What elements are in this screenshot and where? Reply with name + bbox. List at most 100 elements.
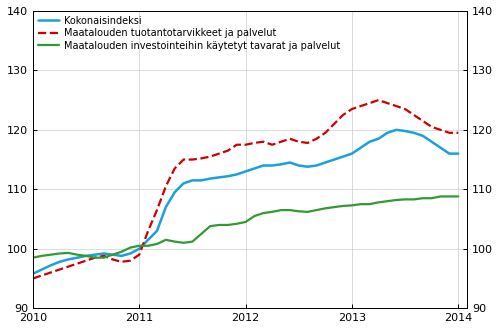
Maatalouden tuotantotarvikkeet ja palvelut (66, 265, 71, 269)
Kokonaisindeksi (39, 268, 45, 272)
Kokonaisindeksi (30, 272, 36, 276)
Kokonaisindeksi (455, 152, 461, 156)
Maatalouden investointeihin käytetyt tavarat ja palvelut (287, 208, 293, 212)
Maatalouden tuotantotarvikkeet ja palvelut (136, 253, 142, 257)
Kokonaisindeksi (118, 254, 124, 258)
Maatalouden tuotantotarvikkeet ja palvelut (225, 149, 231, 153)
Line: Maatalouden investointeihin käytetyt tavarat ja palvelut: Maatalouden investointeihin käytetyt tav… (33, 196, 458, 258)
Kokonaisindeksi (190, 179, 196, 182)
Maatalouden tuotantotarvikkeet ja palvelut (252, 141, 258, 145)
Kokonaisindeksi (376, 137, 382, 141)
Kokonaisindeksi (269, 164, 275, 168)
Maatalouden investointeihin käytetyt tavarat ja palvelut (225, 223, 231, 227)
Maatalouden investointeihin käytetyt tavarat ja palvelut (366, 202, 372, 206)
Kokonaisindeksi (384, 131, 390, 135)
Kokonaisindeksi (56, 260, 62, 264)
Maatalouden tuotantotarvikkeet ja palvelut (322, 131, 328, 135)
Maatalouden tuotantotarvikkeet ja palvelut (340, 113, 346, 117)
Maatalouden investointeihin käytetyt tavarat ja palvelut (190, 240, 196, 244)
Maatalouden tuotantotarvikkeet ja palvelut (428, 125, 434, 129)
Maatalouden tuotantotarvikkeet ja palvelut (287, 137, 293, 141)
Maatalouden tuotantotarvikkeet ja palvelut (366, 101, 372, 105)
Maatalouden investointeihin käytetyt tavarat ja palvelut (269, 210, 275, 214)
Maatalouden investointeihin käytetyt tavarat ja palvelut (340, 204, 346, 208)
Maatalouden tuotantotarvikkeet ja palvelut (207, 155, 213, 159)
Maatalouden investointeihin käytetyt tavarat ja palvelut (314, 208, 320, 212)
Kokonaisindeksi (252, 167, 258, 171)
Legend: Kokonaisindeksi, Maatalouden tuotantotarvikkeet ja palvelut, Maatalouden investo: Kokonaisindeksi, Maatalouden tuotantotar… (36, 14, 342, 52)
Kokonaisindeksi (180, 182, 186, 185)
Kokonaisindeksi (420, 134, 426, 138)
Kokonaisindeksi (358, 146, 364, 150)
Maatalouden investointeihin käytetyt tavarat ja palvelut (252, 214, 258, 218)
Kokonaisindeksi (207, 177, 213, 181)
Kokonaisindeksi (136, 247, 142, 251)
Maatalouden investointeihin käytetyt tavarat ja palvelut (39, 254, 45, 258)
Maatalouden investointeihin käytetyt tavarat ja palvelut (136, 244, 142, 248)
Maatalouden tuotantotarvikkeet ja palvelut (48, 271, 54, 275)
Kokonaisindeksi (411, 131, 417, 135)
Maatalouden tuotantotarvikkeet ja palvelut (118, 260, 124, 264)
Maatalouden tuotantotarvikkeet ja palvelut (384, 101, 390, 105)
Maatalouden investointeihin käytetyt tavarat ja palvelut (349, 203, 355, 207)
Maatalouden investointeihin käytetyt tavarat ja palvelut (56, 251, 62, 255)
Maatalouden investointeihin käytetyt tavarat ja palvelut (110, 253, 116, 257)
Maatalouden investointeihin käytetyt tavarat ja palvelut (74, 253, 80, 257)
Maatalouden investointeihin käytetyt tavarat ja palvelut (411, 197, 417, 201)
Maatalouden tuotantotarvikkeet ja palvelut (358, 104, 364, 108)
Maatalouden investointeihin käytetyt tavarat ja palvelut (198, 232, 204, 236)
Maatalouden investointeihin käytetyt tavarat ja palvelut (118, 250, 124, 254)
Maatalouden tuotantotarvikkeet ja palvelut (304, 141, 310, 145)
Maatalouden investointeihin käytetyt tavarat ja palvelut (83, 254, 89, 258)
Kokonaisindeksi (428, 140, 434, 144)
Maatalouden investointeihin käytetyt tavarat ja palvelut (358, 202, 364, 206)
Maatalouden investointeihin käytetyt tavarat ja palvelut (376, 200, 382, 204)
Maatalouden investointeihin käytetyt tavarat ja palvelut (331, 205, 337, 209)
Maatalouden tuotantotarvikkeet ja palvelut (278, 140, 284, 144)
Maatalouden tuotantotarvikkeet ja palvelut (180, 158, 186, 162)
Maatalouden investointeihin käytetyt tavarat ja palvelut (304, 210, 310, 214)
Maatalouden investointeihin käytetyt tavarat ja palvelut (234, 222, 239, 226)
Maatalouden investointeihin käytetyt tavarat ja palvelut (402, 197, 408, 201)
Kokonaisindeksi (296, 164, 302, 168)
Maatalouden tuotantotarvikkeet ja palvelut (110, 257, 116, 261)
Kokonaisindeksi (304, 165, 310, 169)
Maatalouden investointeihin käytetyt tavarat ja palvelut (66, 251, 71, 255)
Maatalouden tuotantotarvikkeet ja palvelut (393, 104, 399, 108)
Maatalouden tuotantotarvikkeet ja palvelut (420, 119, 426, 123)
Maatalouden investointeihin käytetyt tavarat ja palvelut (296, 209, 302, 213)
Kokonaisindeksi (331, 158, 337, 162)
Kokonaisindeksi (322, 161, 328, 165)
Kokonaisindeksi (145, 238, 151, 242)
Maatalouden tuotantotarvikkeet ja palvelut (296, 140, 302, 144)
Maatalouden investointeihin käytetyt tavarat ja palvelut (180, 241, 186, 245)
Maatalouden investointeihin käytetyt tavarat ja palvelut (438, 194, 444, 198)
Maatalouden tuotantotarvikkeet ja palvelut (39, 274, 45, 278)
Maatalouden investointeihin käytetyt tavarat ja palvelut (242, 220, 248, 224)
Maatalouden tuotantotarvikkeet ja palvelut (376, 98, 382, 102)
Maatalouden investointeihin käytetyt tavarat ja palvelut (393, 198, 399, 202)
Kokonaisindeksi (128, 251, 134, 255)
Maatalouden investointeihin käytetyt tavarat ja palvelut (216, 223, 222, 227)
Kokonaisindeksi (314, 164, 320, 168)
Maatalouden investointeihin käytetyt tavarat ja palvelut (428, 196, 434, 200)
Kokonaisindeksi (74, 256, 80, 260)
Kokonaisindeksi (110, 253, 116, 257)
Kokonaisindeksi (438, 146, 444, 150)
Maatalouden tuotantotarvikkeet ja palvelut (411, 113, 417, 117)
Kokonaisindeksi (234, 173, 239, 177)
Maatalouden investointeihin käytetyt tavarat ja palvelut (128, 246, 134, 249)
Line: Kokonaisindeksi: Kokonaisindeksi (33, 130, 458, 274)
Kokonaisindeksi (172, 190, 177, 194)
Kokonaisindeksi (349, 152, 355, 156)
Maatalouden investointeihin käytetyt tavarat ja palvelut (446, 194, 452, 198)
Maatalouden tuotantotarvikkeet ja palvelut (190, 158, 196, 162)
Kokonaisindeksi (402, 129, 408, 133)
Maatalouden tuotantotarvikkeet ja palvelut (92, 256, 98, 260)
Maatalouden investointeihin käytetyt tavarat ja palvelut (322, 206, 328, 210)
Maatalouden investointeihin käytetyt tavarat ja palvelut (154, 242, 160, 246)
Kokonaisindeksi (225, 174, 231, 178)
Kokonaisindeksi (393, 128, 399, 132)
Kokonaisindeksi (278, 162, 284, 166)
Maatalouden investointeihin käytetyt tavarat ja palvelut (207, 224, 213, 228)
